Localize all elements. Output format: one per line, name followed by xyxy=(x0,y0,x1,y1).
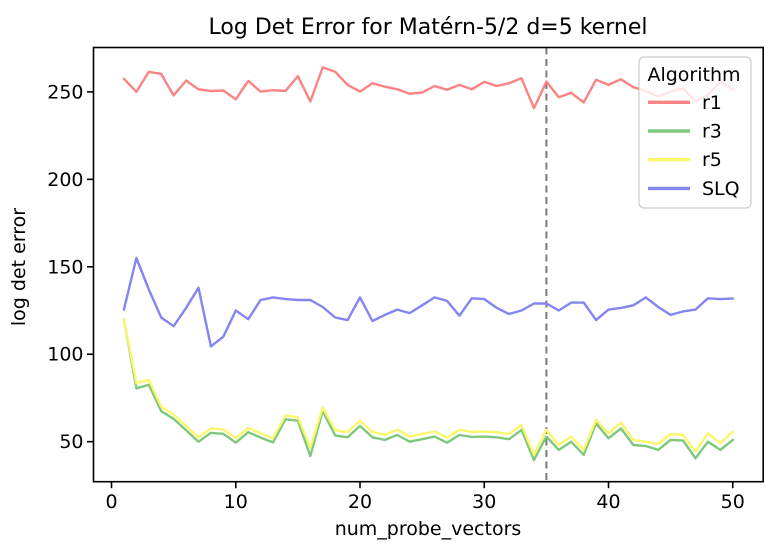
legend-label-r3: r3 xyxy=(702,121,722,143)
x-tick-label: 30 xyxy=(472,491,496,513)
x-tick-label: 0 xyxy=(105,491,117,513)
legend: Algorithm r1 r3 r5 SLQ xyxy=(638,56,752,209)
legend-title: Algorithm xyxy=(647,64,740,86)
y-tick-label: 250 xyxy=(47,81,83,103)
x-axis-ticks: 0 10 20 30 40 50 xyxy=(105,481,745,513)
x-tick-label: 10 xyxy=(224,491,248,513)
series-line-r1 xyxy=(122,66,734,110)
y-tick-label: 150 xyxy=(47,256,83,278)
series-lines xyxy=(122,66,734,462)
x-tick-label: 50 xyxy=(721,491,745,513)
y-axis-ticks: 50 100 150 200 250 xyxy=(47,81,94,453)
series-line-r3 xyxy=(122,318,734,462)
legend-label-SLQ: SLQ xyxy=(702,178,740,200)
y-tick-label: 50 xyxy=(59,431,83,453)
series-line-r5 xyxy=(122,318,734,457)
legend-box xyxy=(638,56,752,209)
series-line-SLQ xyxy=(122,256,734,348)
y-tick-label: 200 xyxy=(47,169,83,191)
legend-label-r1: r1 xyxy=(702,92,722,114)
y-tick-label: 100 xyxy=(47,344,83,366)
plot-area-border xyxy=(92,46,765,483)
x-tick-label: 20 xyxy=(348,491,372,513)
x-axis-label: num_probe_vectors xyxy=(335,518,522,540)
y-axis-label: log det error xyxy=(8,208,30,326)
chart-title: Log Det Error for Matérn-5/2 d=5 kernel xyxy=(209,15,648,40)
x-tick-label: 40 xyxy=(596,491,620,513)
legend-label-r5: r5 xyxy=(702,149,722,171)
